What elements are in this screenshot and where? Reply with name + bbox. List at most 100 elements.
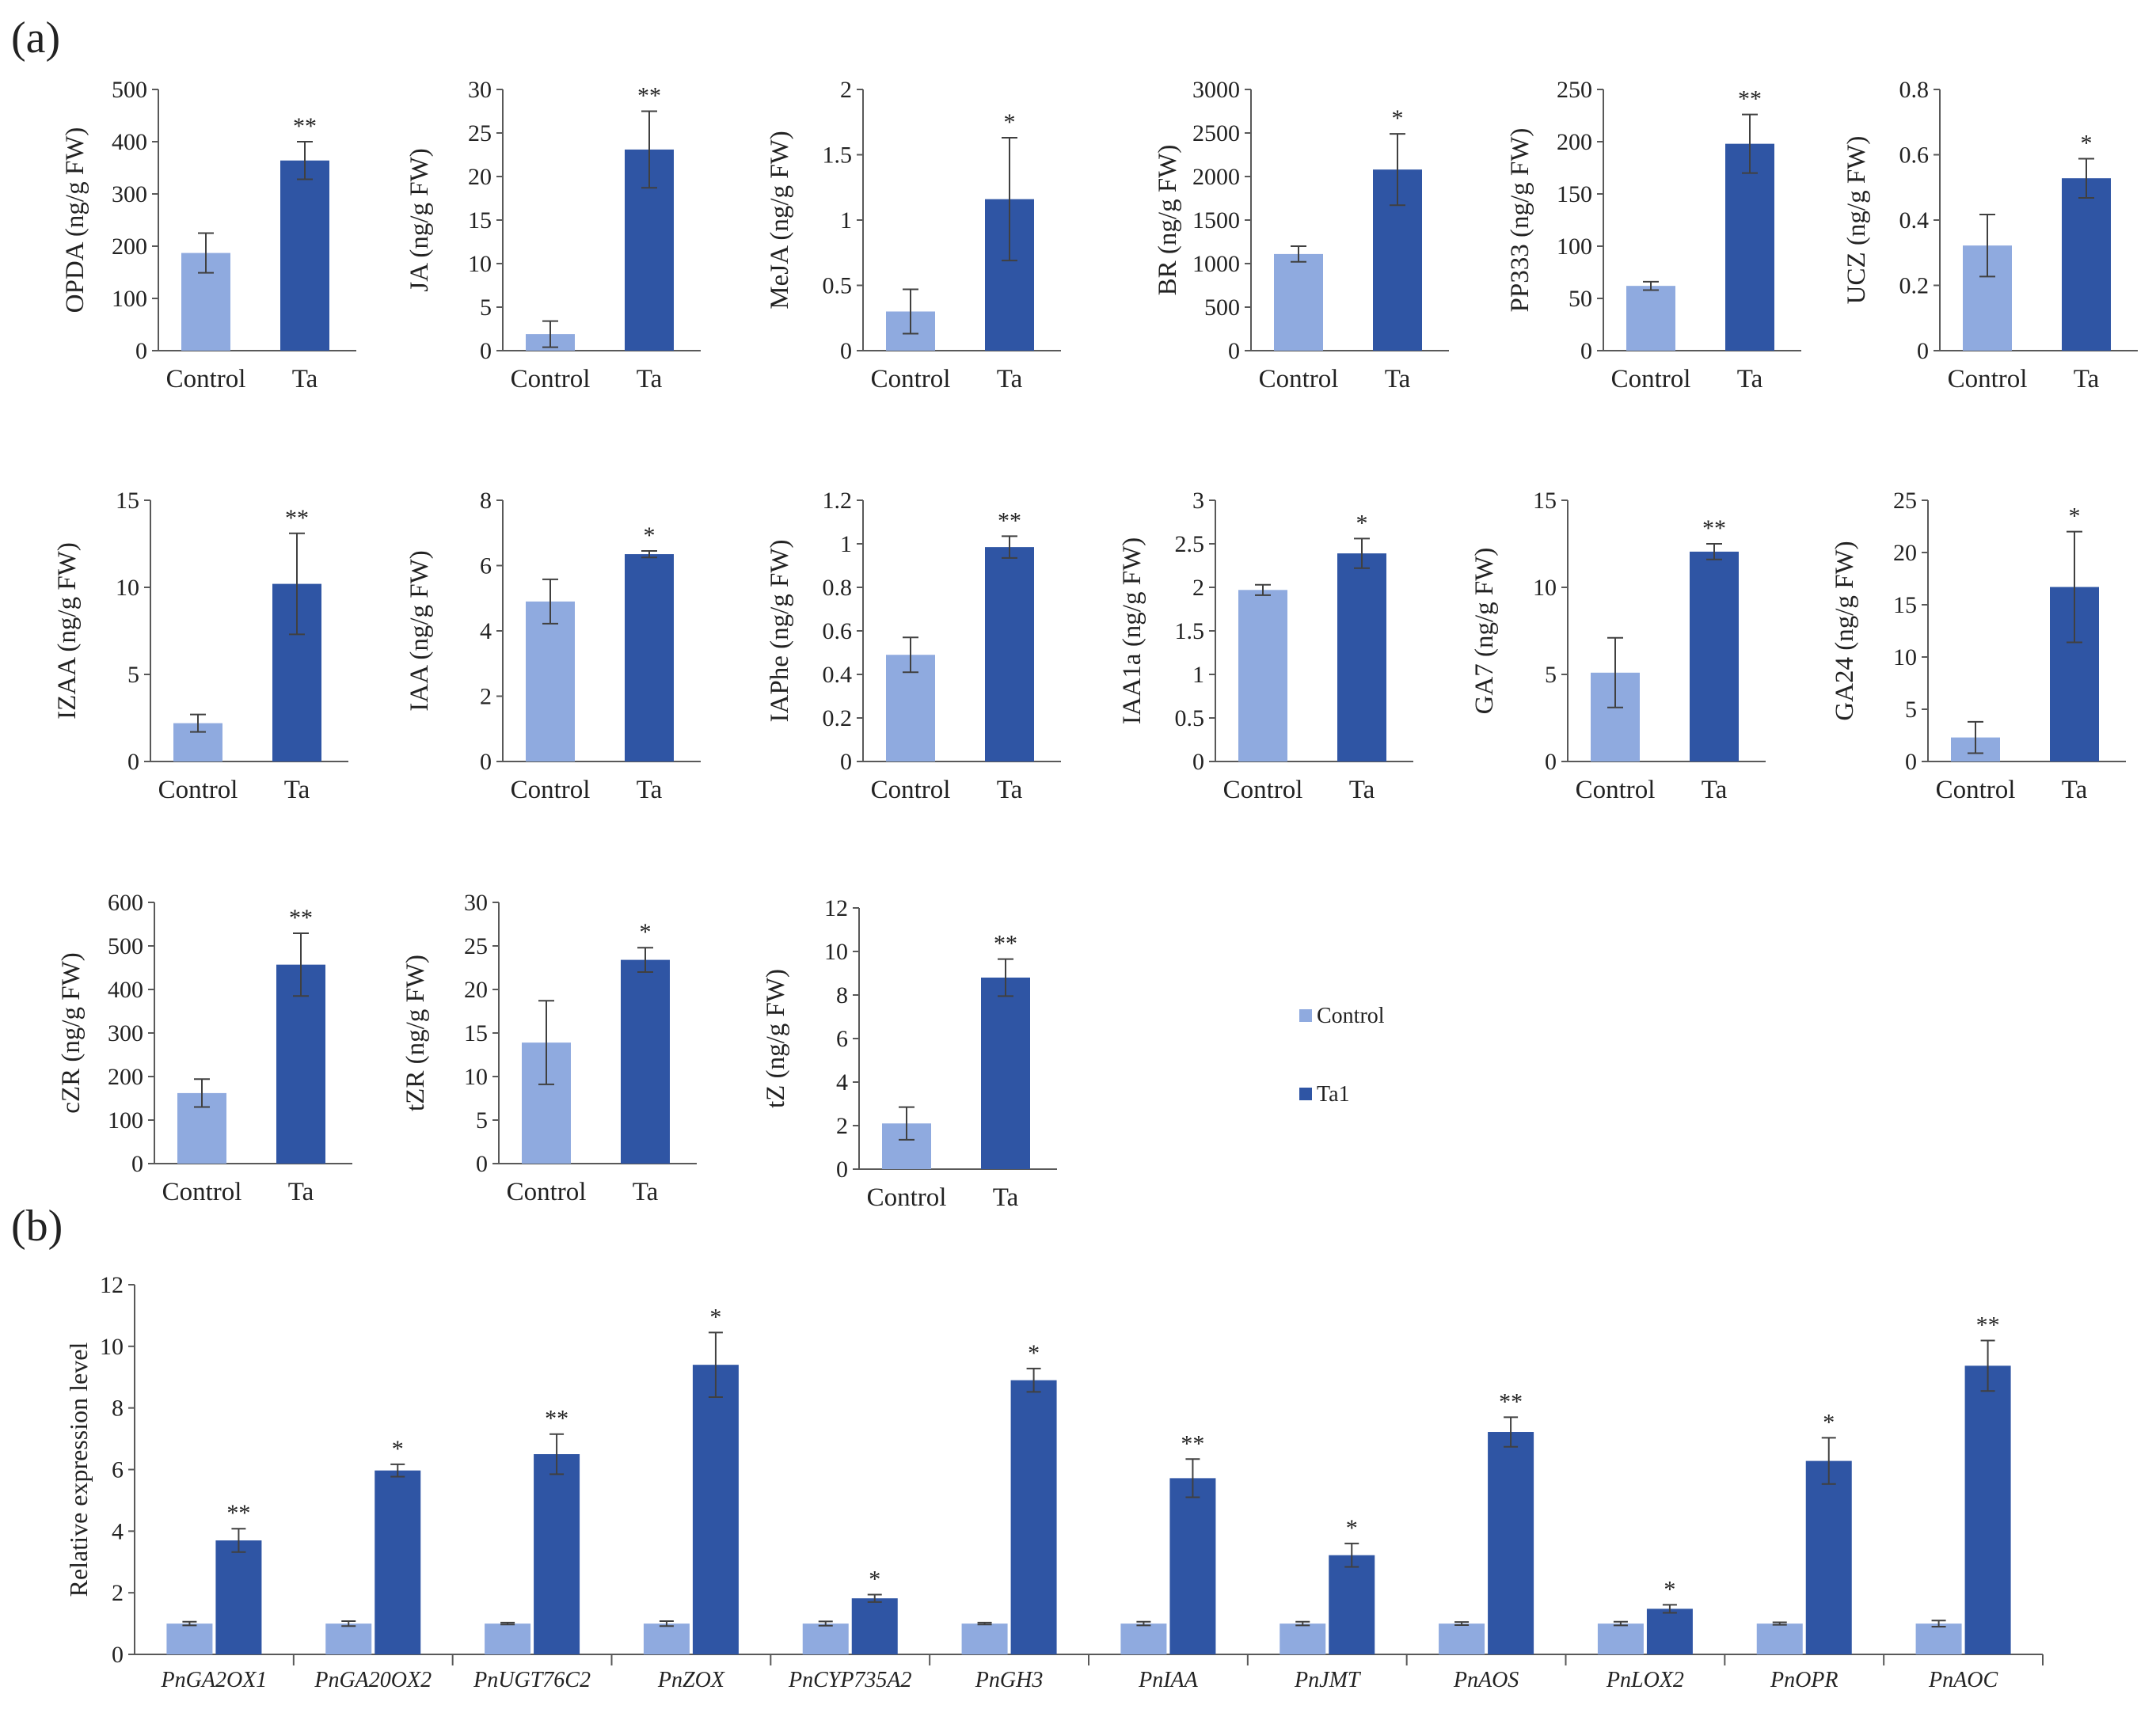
y-tick-label: 1500	[1192, 207, 1240, 234]
y-tick-label: 600	[108, 890, 143, 916]
y-tick-label: 15	[1533, 488, 1557, 514]
y-tick-label: 100	[112, 286, 147, 312]
chart-cZR: 0 100 200 300 400 500 600 cZR (ng/g FW) Control T…	[57, 890, 352, 1206]
bar-pnopr-control	[1756, 1624, 1803, 1654]
y-tick-label: 25	[1893, 488, 1917, 514]
category-label: Control	[166, 365, 246, 393]
y-tick-label: 300	[108, 1020, 143, 1046]
gene-label: PnGA2OX1	[161, 1668, 268, 1692]
bar-pnga20ox2-ta1	[375, 1470, 421, 1654]
bar-pnzox-ta1	[692, 1365, 739, 1654]
y-tick-label: 100	[108, 1107, 143, 1134]
y-axis-label: GA24 (ng/g FW)	[1831, 541, 1859, 720]
bar-pnzox-control	[643, 1624, 690, 1654]
y-tick-label: 0	[1192, 749, 1204, 775]
category-label: Ta	[288, 1178, 314, 1206]
bar-ta	[276, 964, 325, 1164]
legend-label-control: Control	[1317, 1004, 1385, 1028]
category-label: Control	[871, 365, 951, 393]
y-tick-label: 8	[112, 1396, 124, 1422]
y-tick-label: 300	[112, 181, 147, 207]
y-tick-label: 15	[468, 207, 492, 234]
significance-marker: *	[709, 1304, 721, 1330]
y-axis-label: IAPhe (ng/g FW)	[766, 540, 794, 723]
category-label: Control	[1611, 365, 1691, 393]
y-tick-label: 3	[1192, 488, 1204, 514]
bar-ta	[2062, 178, 2111, 351]
chart-IAA1a: 0 0.5 1 1.5 2 2.5 3 IAA1a (ng/g FW) Control Ta *	[1118, 488, 1413, 804]
significance-marker: *	[640, 919, 652, 945]
y-tick-label: 0	[127, 749, 139, 775]
category-label: Control	[162, 1178, 242, 1206]
y-tick-label: 0	[480, 749, 492, 775]
category-label: Ta	[633, 1178, 659, 1206]
significance-marker: *	[392, 1436, 404, 1462]
category-label: Control	[1936, 776, 2016, 804]
y-tick-label: 30	[464, 890, 488, 916]
y-tick-label: 0.4	[823, 662, 853, 688]
y-tick-label: 10	[468, 251, 492, 277]
y-tick-label: 6	[480, 553, 492, 579]
bar-control	[1274, 253, 1323, 351]
legend-label-ta: Ta1	[1317, 1082, 1350, 1107]
bar-pnaos-control	[1439, 1624, 1485, 1654]
y-tick-label: 10	[116, 575, 139, 601]
y-axis-label: IAA1a (ng/g FW)	[1118, 537, 1146, 724]
category-label: Control	[511, 776, 591, 804]
y-tick-label: 400	[112, 129, 147, 155]
y-tick-label: 2	[840, 77, 852, 103]
significance-marker: *	[869, 1567, 880, 1593]
chart-IZAA: 0 5 10 15 IZAA (ng/g FW) Control Ta **	[53, 488, 348, 804]
bar-pnga20ox2-control	[325, 1624, 372, 1654]
y-tick-label: 8	[836, 982, 848, 1008]
significance-marker: *	[1823, 1409, 1835, 1435]
y-tick-label: 0	[131, 1151, 143, 1177]
bar-pnugt76c2-ta1	[534, 1454, 580, 1654]
y-tick-label: 0.5	[823, 273, 853, 299]
bar-pnugt76c2-control	[485, 1624, 531, 1654]
y-tick-label: 0	[1580, 338, 1592, 364]
legend-swatch-control	[1299, 1009, 1312, 1022]
category-label: Control	[511, 365, 591, 393]
gene-label: PnLOX2	[1606, 1668, 1684, 1692]
bar-pnopr-ta1	[1805, 1460, 1852, 1654]
y-tick-label: 2	[112, 1580, 124, 1606]
significance-marker: **	[285, 505, 309, 531]
y-tick-label: 1.2	[823, 488, 853, 514]
chart-BR: 0 500 1000 1500 2000 2500 3000 BR (ng/g FW) Cont…	[1154, 77, 1449, 393]
gene-label: PnGH3	[975, 1668, 1044, 1692]
significance-marker: *	[1028, 1340, 1040, 1366]
y-tick-label: 500	[108, 933, 143, 959]
bar-pnga2ox1-ta1	[215, 1540, 262, 1654]
category-label: Ta	[1385, 365, 1411, 393]
chart-IAA: 0 2 4 6 8 IAA (ng/g FW) Control Ta *	[405, 488, 701, 804]
category-label: Ta	[637, 365, 663, 393]
chart-OPDA: 0 100 200 300 400 500 OPDA (ng/g FW) Control Ta *…	[61, 77, 356, 393]
y-tick-label: 0	[836, 1156, 848, 1183]
y-tick-label: 10	[824, 939, 848, 965]
category-label: Control	[158, 776, 238, 804]
chart-JA: 0 5 10 15 20 25 30 JA (ng/g FW) Control Ta **	[405, 77, 701, 393]
bar-control	[1238, 590, 1287, 761]
category-label: Control	[1948, 365, 2028, 393]
bar-pnga2ox1-control	[166, 1624, 213, 1654]
y-tick-label: 0	[1228, 338, 1240, 364]
bar-pnaoc-ta1	[1964, 1365, 2011, 1654]
y-tick-label: 5	[1545, 662, 1557, 688]
bar-ta	[985, 547, 1034, 761]
y-tick-label: 4	[480, 618, 492, 644]
significance-marker: **	[637, 83, 661, 109]
y-tick-label: 1	[840, 207, 852, 234]
category-label: Ta	[637, 776, 663, 804]
y-tick-label: 5	[476, 1107, 488, 1134]
bar-ta	[1690, 551, 1739, 761]
y-tick-label: 15	[1893, 592, 1917, 618]
bar-pncyp735a2-ta1	[851, 1598, 898, 1654]
y-tick-label: 0.5	[1175, 705, 1205, 731]
y-tick-label: 2.5	[1175, 531, 1205, 557]
significance-marker: **	[293, 113, 317, 139]
y-tick-label: 2500	[1192, 120, 1240, 146]
chart-tZR: 0 5 10 15 20 25 30 tZR (ng/g FW) Control Ta *	[401, 890, 697, 1206]
